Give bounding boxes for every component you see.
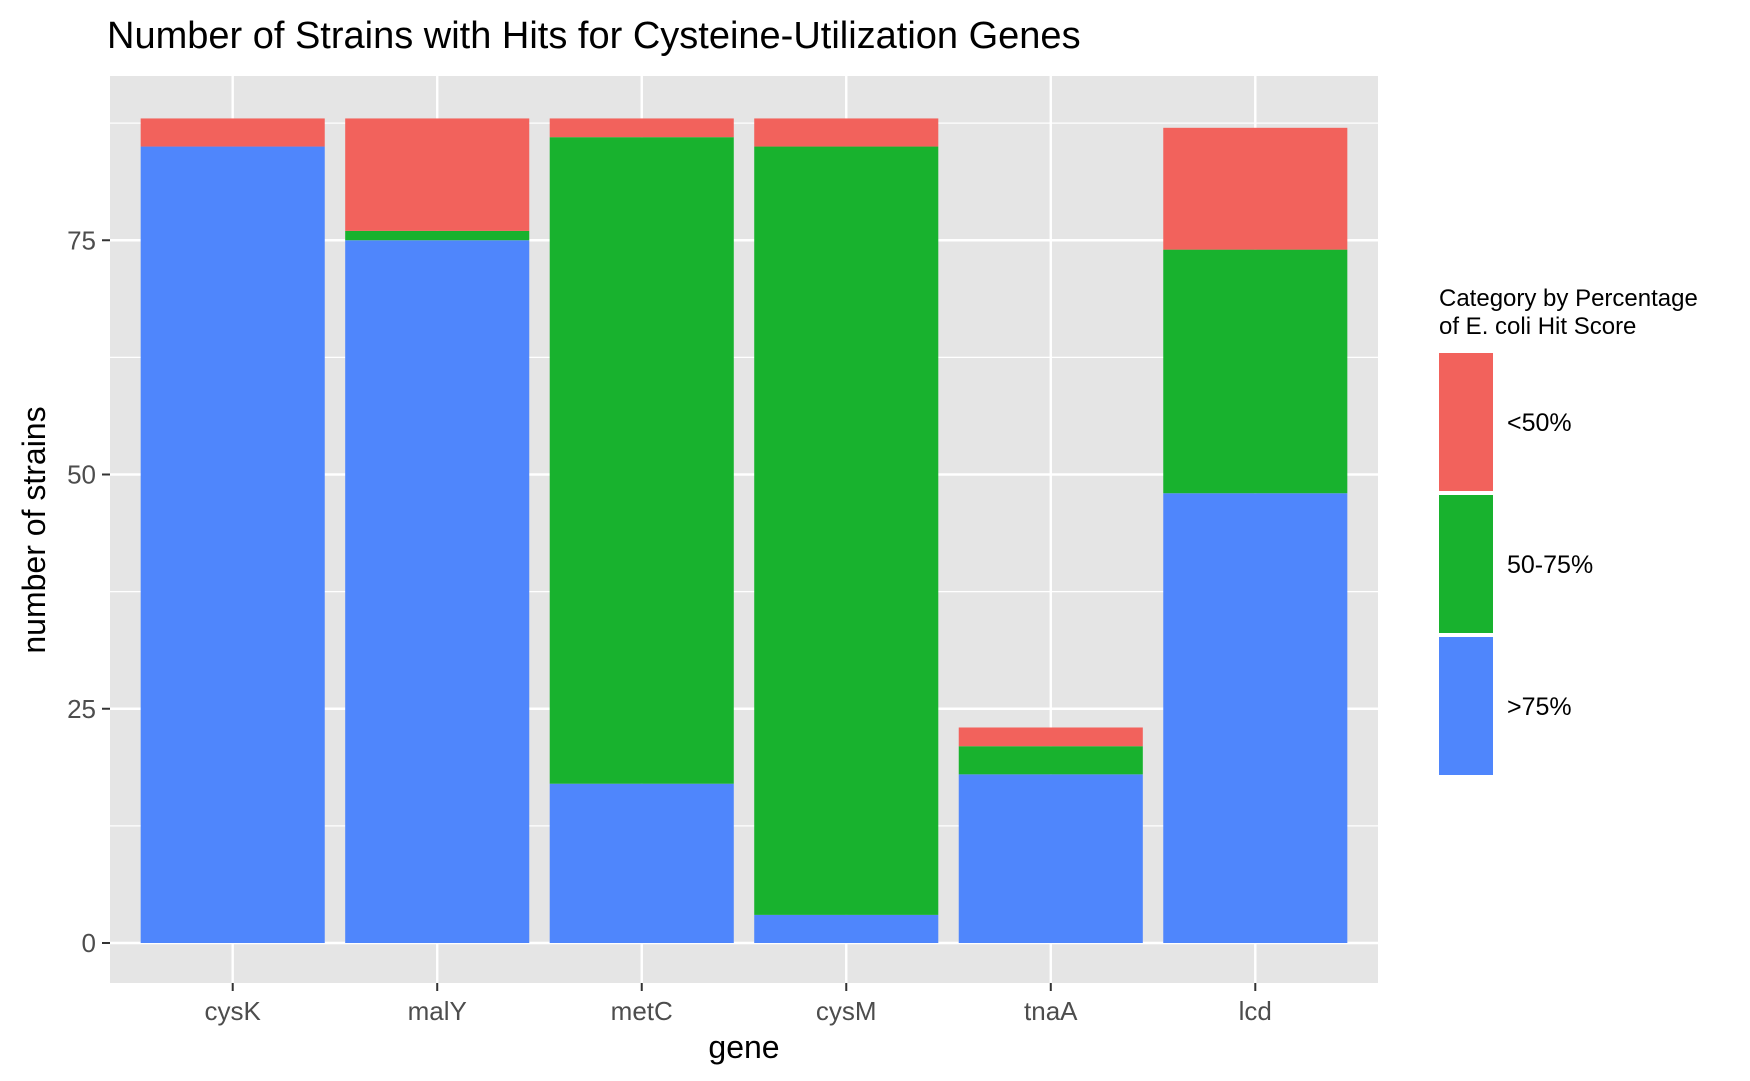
y-tick-label: 0	[82, 928, 96, 958]
bar-metC->75%	[549, 783, 734, 943]
legend-key->75%	[1439, 637, 1493, 775]
x-tick-label: metC	[611, 996, 673, 1026]
bar-cysM-50-75%	[754, 146, 939, 915]
y-tick-label: 25	[67, 694, 96, 724]
x-tick-label: cysM	[816, 996, 877, 1026]
bar-tnaA-<50%	[958, 727, 1143, 747]
chart-title: Number of Strains with Hits for Cysteine…	[107, 15, 1081, 57]
bar-tnaA-50-75%	[958, 746, 1143, 775]
bar-cysK-<50%	[140, 118, 325, 147]
legend-label: 50-75%	[1507, 551, 1593, 579]
legend-keys: <50% 50-75% >75%	[1439, 353, 1593, 775]
legend-title: Category by Percentage of E. coli Hit Sc…	[1439, 285, 1705, 340]
y-tick-label: 75	[67, 225, 96, 255]
bar-malY->75%	[345, 240, 530, 943]
x-tick-label: tnaA	[1024, 996, 1078, 1026]
x-tick-label: malY	[408, 996, 467, 1026]
legend-title-line-2: of E. coli Hit Score	[1439, 313, 1636, 340]
y-axis-title: number of strains	[16, 406, 52, 653]
bar-lcd-<50%	[1163, 127, 1348, 250]
bar-lcd->75%	[1163, 493, 1348, 943]
bar-metC-<50%	[549, 118, 734, 138]
x-tick-label: lcd	[1239, 996, 1272, 1026]
bar-malY-50-75%	[345, 230, 530, 241]
legend-key-<50%	[1439, 353, 1493, 491]
x-axis: cysK malY metC cysM tnaA lcd	[205, 983, 1272, 1026]
bar-metC-50-75%	[549, 137, 734, 784]
bar-lcd-50-75%	[1163, 249, 1348, 494]
legend-key-50-75%	[1439, 495, 1493, 633]
bar-cysM->75%	[754, 914, 939, 943]
bar-cysM-<50%	[754, 118, 939, 147]
legend-label: <50%	[1507, 409, 1572, 437]
bar-tnaA->75%	[958, 774, 1143, 943]
legend: Category by Percentage of E. coli Hit Sc…	[1439, 285, 1705, 775]
x-axis-title: gene	[708, 1029, 779, 1065]
bar-malY-<50%	[345, 118, 530, 231]
y-axis: 0 25 50 75	[67, 225, 110, 958]
x-tick-label: cysK	[205, 996, 262, 1026]
bars	[140, 118, 1348, 944]
bar-cysK->75%	[140, 146, 325, 944]
legend-label: >75%	[1507, 693, 1572, 721]
y-tick-label: 50	[67, 460, 96, 490]
legend-title-line-1: Category by Percentage	[1439, 285, 1698, 312]
